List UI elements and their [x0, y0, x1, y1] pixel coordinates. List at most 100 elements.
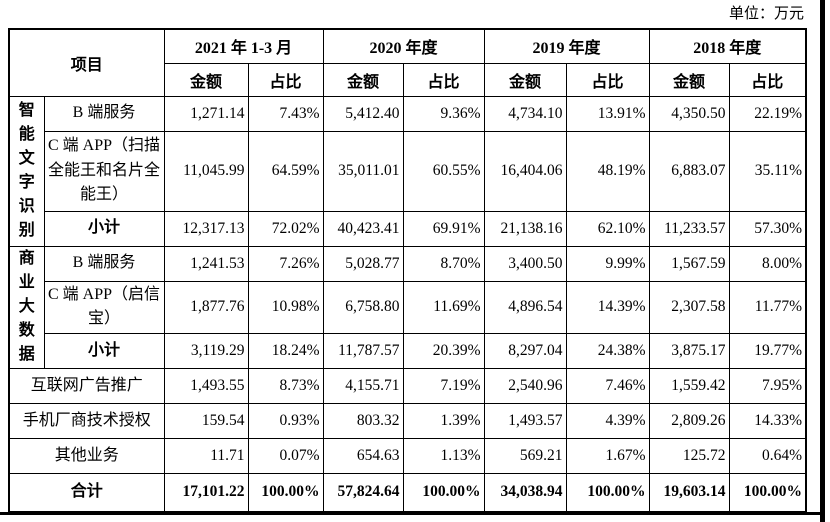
- amount-cell: 4,734.10: [483, 95, 567, 132]
- ratio-cell: 35.11%: [728, 130, 807, 212]
- amount-cell: 1,559.42: [648, 368, 730, 405]
- amount-cell: 21,138.16: [483, 210, 567, 247]
- ratio-cell: 4.39%: [565, 403, 650, 440]
- ratio-cell: 1.67%: [565, 438, 650, 475]
- ratio-cell: 11.77%: [728, 280, 807, 335]
- row-label: 小计: [43, 210, 165, 247]
- table-row: 商业大数据 B 端服务 1,241.53 7.26% 5,028.77 8.70% 3,40…: [8, 245, 807, 370]
- amount-cell: 4,155.71: [322, 368, 404, 405]
- amount-cell: 2,809.26: [648, 403, 730, 440]
- amount-cell: 11.71: [163, 438, 249, 475]
- item-header: 项目: [8, 28, 165, 97]
- amount-cell: 19,603.14: [648, 473, 730, 513]
- amount-cell: 5,412.40: [322, 95, 404, 132]
- row-label: 其他业务: [8, 438, 165, 475]
- ratio-cell: 19.77%: [728, 333, 807, 370]
- amount-cell: 4,896.54: [483, 280, 567, 335]
- table-row: 小计 12,317.13 72.02% 40,423.41 69.91% 21,138.1…: [9, 210, 807, 247]
- amount-cell: 1,241.53: [163, 245, 249, 282]
- ratio-header: 占比: [565, 62, 650, 97]
- ratio-cell: 24.38%: [565, 333, 650, 370]
- table-row: C 端 APP（扫描全能王和名片全能王） 11,045.99 64.59% 35,01…: [9, 130, 807, 212]
- amount-header: 金额: [163, 62, 249, 97]
- ratio-cell: 18.24%: [247, 333, 324, 370]
- amount-cell: 3,875.17: [648, 333, 730, 370]
- amount-cell: 569.21: [483, 438, 567, 475]
- amount-cell: 125.72: [648, 438, 730, 475]
- row-label: C 端 APP（扫描全能王和名片全能王）: [43, 130, 165, 212]
- table-row: 合计 17,101.22 100.00% 57,824.64 100.00% 34,038…: [8, 473, 807, 513]
- ratio-cell: 7.43%: [247, 95, 324, 132]
- page-frame-bottom: [0, 512, 825, 515]
- amount-cell: 1,567.59: [648, 245, 730, 282]
- ratio-header: 占比: [402, 62, 485, 97]
- amount-cell: 4,350.50: [648, 95, 730, 132]
- ratio-cell: 62.10%: [565, 210, 650, 247]
- ratio-cell: 60.55%: [402, 130, 485, 212]
- table-row: 小计 3,119.29 18.24% 11,787.57 20.39% 8,297.04 2…: [9, 333, 807, 370]
- ratio-header: 占比: [247, 62, 324, 97]
- ratio-cell: 72.02%: [247, 210, 324, 247]
- row-label: 小计: [43, 333, 165, 370]
- row-label: B 端服务: [43, 95, 165, 132]
- ratio-cell: 8.00%: [728, 245, 807, 282]
- ratio-cell: 100.00%: [247, 473, 324, 513]
- ratio-cell: 7.26%: [247, 245, 324, 282]
- amount-cell: 3,119.29: [163, 333, 249, 370]
- ratio-cell: 7.19%: [402, 368, 485, 405]
- ratio-cell: 7.95%: [728, 368, 807, 405]
- amount-cell: 654.63: [322, 438, 404, 475]
- amount-cell: 159.54: [163, 403, 249, 440]
- row-label: B 端服务: [43, 245, 165, 282]
- ratio-cell: 9.36%: [402, 95, 485, 132]
- page-frame-right: [820, 0, 825, 522]
- period-header-2018: 2018 年度: [648, 28, 807, 64]
- amount-cell: 34,038.94: [483, 473, 567, 513]
- table-row: C 端 APP（启信宝） 1,877.76 10.98% 6,758.80 11.69%…: [9, 280, 807, 335]
- header-row-metrics: 金额 占比 金额 占比 金额 占比 金额 占比: [9, 62, 807, 97]
- amount-cell: 11,233.57: [648, 210, 730, 247]
- group-label-text: 智能文字识别: [18, 102, 35, 239]
- amount-cell: 6,883.07: [648, 130, 730, 212]
- ratio-cell: 0.93%: [247, 403, 324, 440]
- ratio-cell: 10.98%: [247, 280, 324, 335]
- amount-cell: 803.32: [322, 403, 404, 440]
- ratio-cell: 14.33%: [728, 403, 807, 440]
- ratio-cell: 14.39%: [565, 280, 650, 335]
- period-header-2020: 2020 年度: [322, 28, 485, 64]
- table-row: 手机厂商技术授权 159.54 0.93% 803.32 1.39% 1,493.57 4.…: [8, 403, 807, 440]
- ratio-cell: 100.00%: [402, 473, 485, 513]
- ratio-cell: 100.00%: [565, 473, 650, 513]
- amount-cell: 17,101.22: [163, 473, 249, 513]
- amount-cell: 35,011.01: [322, 130, 404, 212]
- ratio-cell: 9.99%: [565, 245, 650, 282]
- amount-cell: 1,493.55: [163, 368, 249, 405]
- amount-cell: 40,423.41: [322, 210, 404, 247]
- table-row: 智能文字识别 B 端服务 1,271.14 7.43% 5,412.40 9.36% 4,7…: [8, 95, 807, 247]
- amount-header: 金额: [483, 62, 567, 97]
- amount-cell: 5,028.77: [322, 245, 404, 282]
- ratio-cell: 100.00%: [728, 473, 807, 513]
- ratio-cell: 57.30%: [728, 210, 807, 247]
- amount-cell: 8,297.04: [483, 333, 567, 370]
- ratio-cell: 1.39%: [402, 403, 485, 440]
- ratio-header: 占比: [728, 62, 807, 97]
- group-label: 智能文字识别: [8, 95, 45, 247]
- amount-cell: 11,787.57: [322, 333, 404, 370]
- amount-cell: 2,307.58: [648, 280, 730, 335]
- table-row: 其他业务 11.71 0.07% 654.63 1.13% 569.21 1.67% 125.…: [8, 438, 807, 475]
- amount-cell: 12,317.13: [163, 210, 249, 247]
- amount-cell: 2,540.96: [483, 368, 567, 405]
- ratio-cell: 22.19%: [728, 95, 807, 132]
- ratio-cell: 20.39%: [402, 333, 485, 370]
- amount-cell: 57,824.64: [322, 473, 404, 513]
- ratio-cell: 11.69%: [402, 280, 485, 335]
- row-label: 互联网广告推广: [8, 368, 165, 405]
- amount-cell: 16,404.06: [483, 130, 567, 212]
- ratio-cell: 7.46%: [565, 368, 650, 405]
- row-label: 合计: [8, 473, 165, 513]
- amount-cell: 1,877.76: [163, 280, 249, 335]
- amount-header: 金额: [648, 62, 730, 97]
- row-label: 手机厂商技术授权: [8, 403, 165, 440]
- amount-cell: 11,045.99: [163, 130, 249, 212]
